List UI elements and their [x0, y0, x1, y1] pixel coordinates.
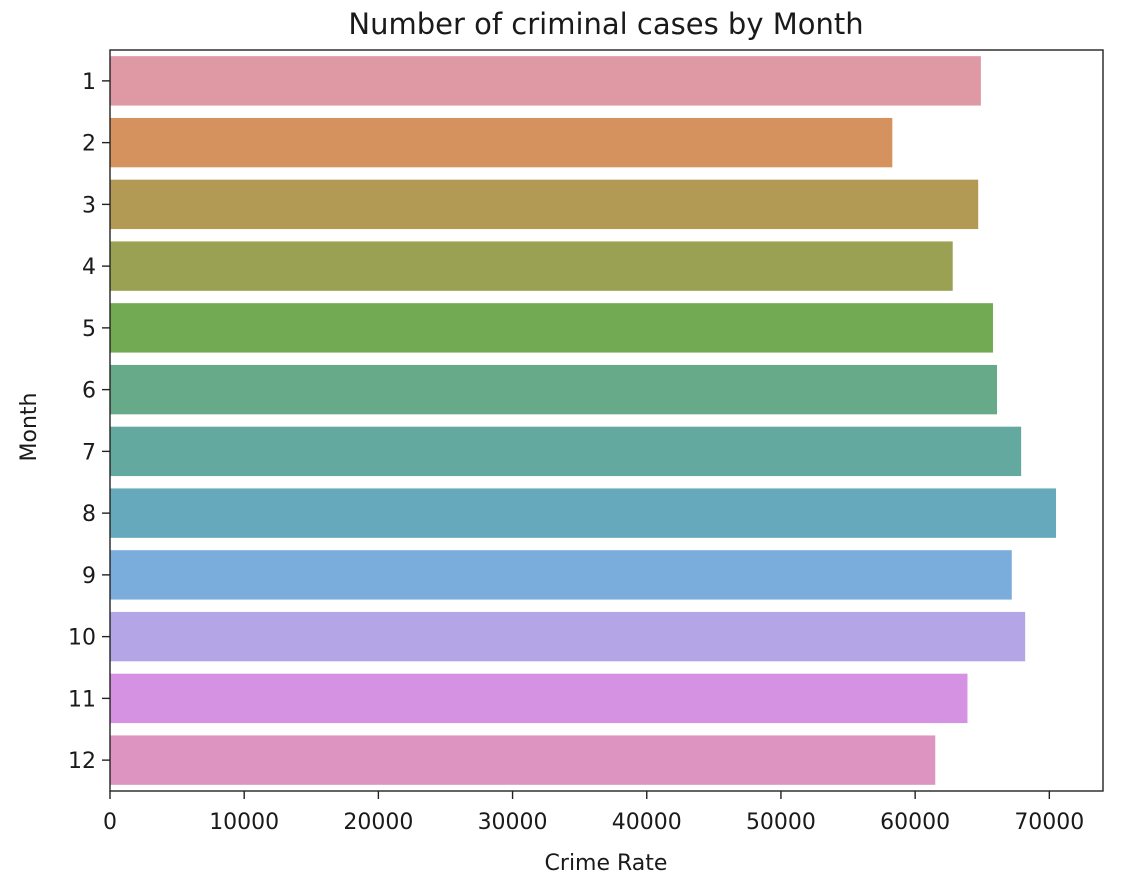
y-tick-label: 10: [68, 626, 96, 651]
y-tick-label: 3: [82, 193, 96, 218]
bar-month-1: [110, 56, 981, 106]
x-tick-label: 20000: [343, 810, 413, 835]
x-axis-label: Crime Rate: [545, 851, 668, 876]
y-tick-label: 11: [68, 687, 96, 712]
bar-month-9: [110, 550, 1012, 600]
y-tick-label: 6: [82, 379, 96, 404]
bar-month-10: [110, 611, 1026, 662]
y-tick-label: 8: [82, 502, 96, 527]
bar-month-8: [110, 488, 1057, 538]
y-tick-label: 5: [82, 317, 96, 342]
bar-month-3: [110, 179, 979, 230]
chart-title: Number of criminal cases by Month: [348, 7, 863, 41]
x-tick-label: 0: [103, 810, 117, 835]
x-tick-label: 30000: [478, 810, 548, 835]
bar-month-6: [110, 364, 997, 415]
y-tick-label: 12: [68, 749, 96, 774]
bar-month-2: [110, 117, 893, 168]
x-tick-label: 50000: [746, 810, 816, 835]
x-tick-label: 10000: [209, 810, 279, 835]
y-tick-label: 1: [82, 70, 96, 95]
bar-month-4: [110, 241, 953, 291]
bars-layer: [110, 56, 1057, 785]
y-tick-label: 2: [82, 132, 96, 157]
y-tick-label: 4: [82, 255, 96, 280]
plot-frame: [109, 49, 1104, 792]
x-tick-label: 40000: [612, 810, 682, 835]
bar-month-11: [110, 673, 968, 724]
x-tick-label: 60000: [880, 810, 950, 835]
bar-month-12: [110, 735, 936, 785]
x-tick-label: 70000: [1014, 810, 1084, 835]
bar-month-5: [110, 303, 993, 353]
y-axis-label: Month: [17, 393, 42, 462]
y-tick-label: 9: [82, 564, 96, 589]
bar-month-7: [110, 426, 1022, 477]
y-tick-label: 7: [82, 440, 96, 465]
x-axis: 0 10000 20000 30000 40000 50000 60000 70000: [103, 791, 1084, 835]
